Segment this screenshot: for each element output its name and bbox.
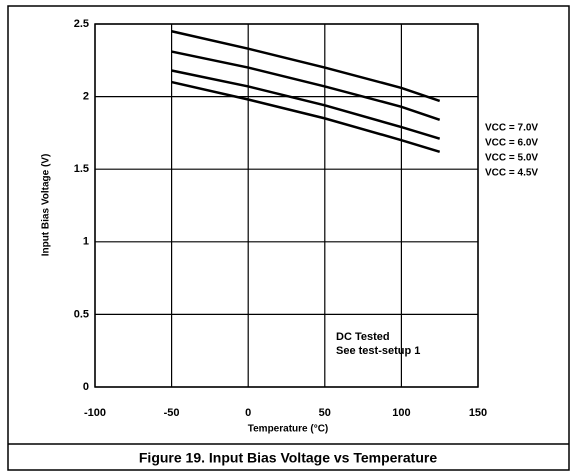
series-line [171,69,441,140]
y-tick-label: 2 [83,91,89,103]
x-tick-label: -100 [84,407,106,419]
series-line [171,30,441,103]
legend-label: VCC = 7.0V [485,123,538,134]
plot-area [94,23,479,388]
y-tick-label: 0 [83,381,89,393]
x-tick-label: 50 [319,407,331,419]
y-axis-label: Input Bias Voltage (V) [41,154,52,257]
y-tick-label: 1 [83,236,89,248]
annotation: DC Tested [336,331,390,343]
x-tick-label: 150 [469,407,487,419]
y-tick-label: 1.5 [74,163,89,175]
y-tick-label: 0.5 [74,308,89,320]
annotation: See test-setup 1 [336,345,420,357]
x-tick-label: -50 [164,407,180,419]
x-tick-label: 0 [245,407,251,419]
x-tick-label: 100 [392,407,410,419]
legend-label: VCC = 6.0V [485,138,538,149]
series-line [171,50,441,122]
y-tick-label: 2.5 [74,18,89,30]
legend-label: VCC = 5.0V [485,153,538,164]
x-axis-label: Temperature (°C) [248,424,329,435]
chart-title: Figure 19. Input Bias Voltage vs Tempera… [139,450,437,466]
frame [7,5,570,471]
legend-label: VCC = 4.5V [485,168,538,179]
series-line [171,80,441,153]
